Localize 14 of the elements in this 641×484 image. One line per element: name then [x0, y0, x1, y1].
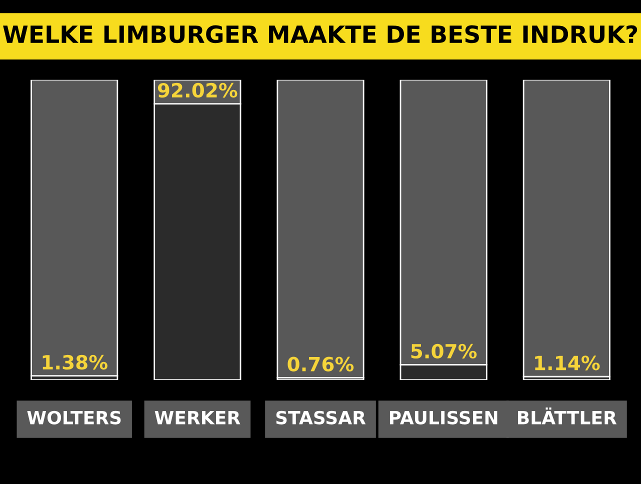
bar — [30, 80, 118, 376]
data-label: 0.76% — [288, 356, 354, 372]
x-tick-label: WOLTERS — [27, 410, 121, 424]
data-label: 1.38% — [42, 354, 108, 370]
bar — [522, 80, 610, 378]
x-tick-label: BLÄTTLER — [518, 408, 617, 424]
x-tick-label: STASSAR — [276, 410, 366, 424]
chart-title: WELKE LIMBURGER MAAKTE DE BESTE INDRUK? — [3, 25, 638, 44]
data-label: 92.02% — [158, 82, 238, 98]
x-tick-label: WERKER — [154, 411, 240, 424]
bar — [276, 80, 364, 378]
data-label: 1.14% — [535, 356, 600, 370]
data-label: 5.07% — [411, 344, 477, 359]
x-tick-label: PAULISSEN — [390, 410, 498, 424]
